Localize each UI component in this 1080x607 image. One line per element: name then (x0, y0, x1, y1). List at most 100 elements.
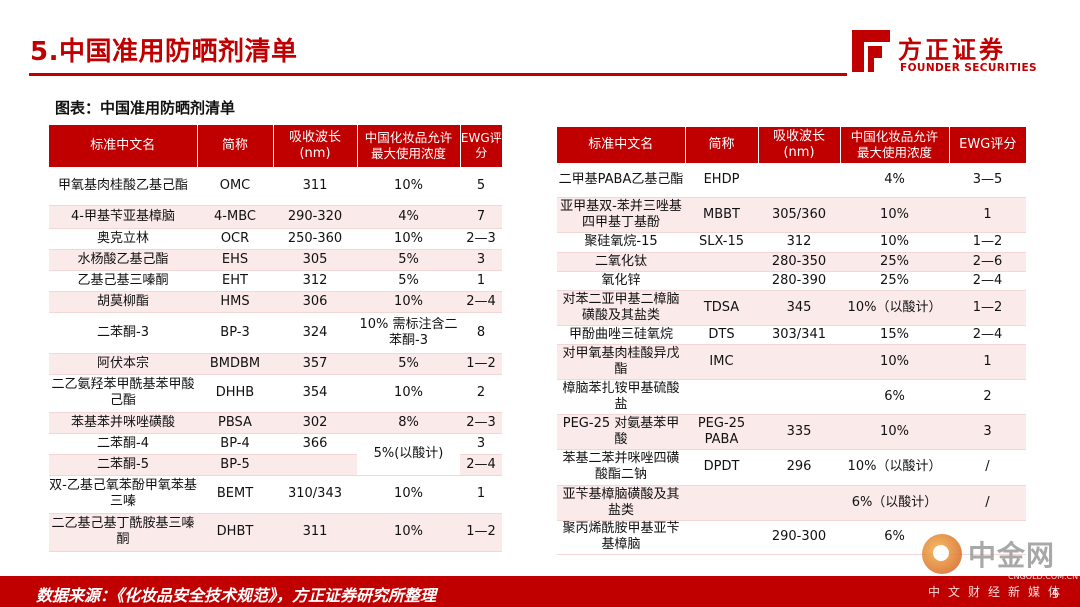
table-row: 4-甲基苄亚基樟脑 4-MBC 290-320 4% 7 (49, 205, 502, 229)
cell-abbr: IMC (685, 344, 758, 380)
cell-wavelength: 280-350 (758, 252, 840, 272)
table-row: 乙基己基三嗪酮 EHT 312 5% 1 (49, 270, 502, 292)
cell-max-concentration: 10% (357, 374, 460, 413)
cell-wavelength: 280-390 (758, 271, 840, 291)
footer-bar (0, 576, 1080, 607)
data-source: 数据来源：《化妆品安全技术规范》，方正证券研究所整理 (36, 586, 437, 605)
cell-abbr: OCR (197, 228, 273, 250)
cell-wavelength: 296 (758, 449, 840, 486)
cell-wavelength: 311 (273, 167, 357, 206)
cell-abbr (685, 252, 758, 272)
table-row: 氧化锌 280-390 25% 2—4 (557, 271, 1026, 291)
cell-abbr: TDSA (685, 290, 758, 326)
cell-abbr: BP-5 (197, 454, 273, 476)
cell-max-concentration: 10%（以酸计） (840, 290, 949, 326)
cell-ewg: 2—4 (460, 454, 502, 476)
cell-wavelength (758, 163, 840, 198)
cell-ewg: 2—3 (460, 228, 502, 250)
cell-abbr: EHT (197, 270, 273, 292)
cell-name: 亚苄基樟脑磺酸及其盐类 (557, 485, 685, 521)
cell-ewg: 3—5 (949, 163, 1026, 198)
cell-max-concentration: 10% (357, 513, 460, 552)
cell-name: 奥克立林 (49, 228, 197, 250)
watermark-subtitle: 中文财经新媒体 (928, 585, 1069, 599)
logo-english-name: FOUNDER SECURITIES (900, 62, 1038, 74)
cell-name: 对甲氧基肉桂酸异戊酯 (557, 344, 685, 380)
table-row: 对苯二亚甲基二樟脑磺酸及其盐类 TDSA 345 10%（以酸计） 1—2 (557, 290, 1026, 326)
cell-name: 二苯酮-3 (49, 312, 197, 354)
page-number: 5 (1052, 588, 1059, 601)
cell-wavelength: 312 (273, 270, 357, 292)
cell-wavelength: 305/360 (758, 197, 840, 233)
cell-abbr (685, 520, 758, 555)
cell-name: 双-乙基己氧苯酚甲氧苯基三嗪 (49, 475, 197, 514)
cell-name: 氧化锌 (557, 271, 685, 291)
cell-wavelength: 310/343 (273, 475, 357, 514)
cell-max-concentration: 6% (840, 379, 949, 415)
cell-max-concentration: 10% (357, 167, 460, 206)
cell-wavelength (758, 485, 840, 521)
cell-abbr: BP-4 (197, 433, 273, 455)
cell-name: 二乙氨羟苯甲酰基苯甲酸己酯 (49, 374, 197, 413)
cell-name: 二苯酮-4 (49, 433, 197, 455)
watermark-url: CNGOLD.COM.CN (1008, 572, 1079, 581)
cell-wavelength: 311 (273, 513, 357, 552)
cell-wavelength: 324 (273, 312, 357, 354)
table-row: 甲氧基肉桂酸乙基己酯 OMC 311 10% 5 (49, 167, 502, 206)
cell-abbr: 4-MBC (197, 205, 273, 229)
cell-max-concentration: 4% (840, 163, 949, 198)
cell-wavelength: 250-360 (273, 228, 357, 250)
cell-max-concentration: 5% (357, 353, 460, 375)
header-name: 标准中文名 (49, 125, 198, 167)
cell-ewg: 2 (460, 374, 502, 413)
table-row: 水杨酸乙基己酯 EHS 305 5% 3 (49, 249, 502, 271)
sunscreen-table-left: 标准中文名 简称 吸收波长 (nm) 中国化妆品允许 最大使用浓度 EWG评分 … (49, 125, 502, 552)
founder-securities-logo: 方正证券 FOUNDER SECURITIES (848, 28, 1048, 80)
cell-abbr: PBSA (197, 412, 273, 434)
cell-name: 亚甲基双-苯并三唑基四甲基丁基酚 (557, 197, 685, 233)
cell-abbr: OMC (197, 167, 273, 206)
cell-wavelength: 302 (273, 412, 357, 434)
cell-abbr: DHBT (197, 513, 273, 552)
cell-wavelength: 345 (758, 290, 840, 326)
table-row: 阿伏本宗 BMDBM 357 5% 1—2 (49, 353, 502, 375)
cell-name: 水杨酸乙基己酯 (49, 249, 197, 271)
table-row: 聚硅氧烷-15 SLX-15 312 10% 1—2 (557, 232, 1026, 253)
cell-max-concentration: 10% (357, 228, 460, 250)
table-row: 二乙氨羟苯甲酰基苯甲酸己酯 DHHB 354 10% 2 (49, 374, 502, 413)
cell-max-concentration: 6%（以酸计） (840, 485, 949, 521)
cell-ewg: 2—6 (949, 252, 1026, 272)
cell-ewg: 2—4 (949, 325, 1026, 345)
cell-name: 乙基己基三嗪酮 (49, 270, 197, 292)
cell-max-concentration: 10% 需标注含二苯酮-3 (357, 312, 460, 354)
cell-abbr: BEMT (197, 475, 273, 514)
cell-ewg: 7 (460, 205, 502, 229)
cell-wavelength: 312 (758, 232, 840, 253)
cell-abbr: EHS (197, 249, 273, 271)
cell-max-concentration: 5% (357, 249, 460, 271)
cell-ewg: 3 (460, 433, 502, 455)
cell-ewg: / (949, 449, 1026, 486)
cell-wavelength: 357 (273, 353, 357, 375)
cell-abbr: PEG-25 PABA (685, 414, 758, 450)
table-row: 二乙基己基丁酰胺基三嗪酮 DHBT 311 10% 1—2 (49, 513, 502, 552)
cell-ewg: 2—3 (460, 412, 502, 434)
cell-abbr (685, 379, 758, 415)
cell-ewg: 1—2 (949, 232, 1026, 253)
cell-abbr: BMDBM (197, 353, 273, 375)
cell-name: 阿伏本宗 (49, 353, 197, 375)
cell-abbr: MBBT (685, 197, 758, 233)
cell-name: 二氧化钛 (557, 252, 685, 272)
cell-ewg: 1—2 (460, 353, 502, 375)
table-row: 亚苄基樟脑磺酸及其盐类 6%（以酸计） / (557, 485, 1026, 521)
cell-wavelength: 303/341 (758, 325, 840, 345)
sunscreen-table-right: 标准中文名 简称 吸收波长 (nm) 中国化妆品允许 最大使用浓度 EWG评分 … (557, 127, 1026, 555)
cell-name: 二甲基PABA乙基己酯 (557, 163, 685, 198)
cell-ewg: 3 (460, 249, 502, 271)
cell-max-concentration: 10% (840, 232, 949, 253)
cell-abbr: BP-3 (197, 312, 273, 354)
cell-name: 苯基苯并咪唑磺酸 (49, 412, 197, 434)
cell-ewg: 2—4 (460, 291, 502, 313)
table-row: 苯基二苯并咪唑四磺酸酯二钠 DPDT 296 10%（以酸计） / (557, 449, 1026, 486)
table-row: 甲酚曲唑三硅氧烷 DTS 303/341 15% 2—4 (557, 325, 1026, 345)
